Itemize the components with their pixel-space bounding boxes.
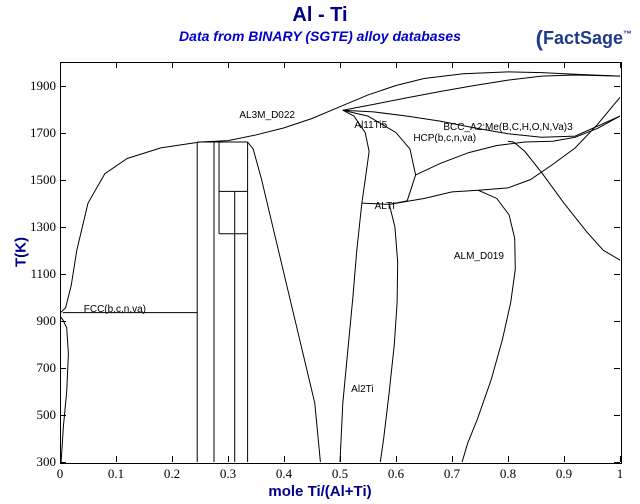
curve-bcc-hcp-lowT (508, 141, 620, 260)
curve-hcp-right-dome (478, 97, 620, 190)
curve-alti-right-gamma (340, 110, 369, 462)
curve-alm-dome-left (380, 204, 397, 462)
curve-fcc-solvus (60, 316, 68, 462)
curve-liquidus (60, 72, 620, 313)
curve-alti-left-gamma (248, 142, 321, 462)
curve-bcc-solvus-upper (343, 110, 620, 137)
phase-curves (0, 0, 640, 504)
curve-hcp-left-curve (343, 110, 416, 204)
curve-alm-dome-right (389, 190, 515, 462)
curve-eutectoid-alpha (362, 203, 389, 204)
curve-solidus-upper (343, 75, 620, 110)
